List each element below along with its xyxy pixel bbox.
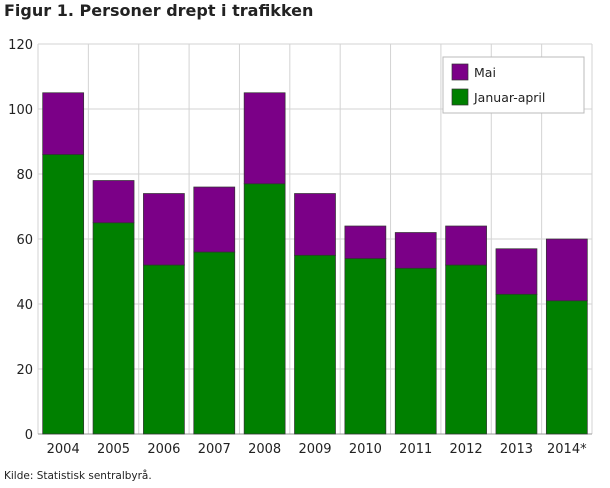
y-tick-label: 20 [16, 363, 33, 378]
bar-mai-2010 [344, 225, 387, 259]
x-tick-label: 2011 [399, 442, 432, 457]
bar-mai-2004 [42, 92, 85, 155]
source-note: Kilde: Statistisk sentralbyrå. [4, 470, 152, 482]
bar-januar-april-2014 [545, 300, 588, 435]
legend-label: Mai [474, 65, 496, 80]
chart-title: Figur 1. Personer drept i trafikken [4, 1, 314, 20]
bar-januar-april-2007 [193, 251, 236, 435]
bar-januar-april-2006 [143, 264, 185, 435]
bar-januar-april-2012 [445, 264, 487, 435]
x-tick-label: 2006 [147, 442, 180, 457]
bar-januar-april-2010 [344, 258, 387, 435]
bar-mai-2013 [495, 248, 538, 295]
bar-mai-2009 [294, 193, 336, 256]
y-tick-label: 120 [8, 38, 33, 53]
x-tick-label: 2009 [298, 442, 331, 457]
bar-januar-april-2011 [394, 267, 437, 435]
bar-mai-2007 [193, 186, 236, 253]
bar-januar-april-2009 [294, 254, 336, 435]
x-tick-label: 2004 [47, 442, 80, 457]
bar-januar-april-2008 [243, 183, 286, 435]
bar-mai-2012 [445, 225, 487, 266]
legend-swatch [451, 63, 469, 81]
x-tick-label: 2012 [450, 442, 483, 457]
x-tick-label: 2013 [500, 442, 533, 457]
bar-januar-april-2013 [495, 293, 538, 435]
bar-januar-april-2005 [92, 222, 135, 435]
bar-januar-april-2004 [42, 154, 85, 435]
bar-mai-2006 [143, 193, 185, 266]
y-tick-label: 40 [16, 298, 33, 313]
bar-mai-2011 [394, 232, 437, 269]
y-tick-label: 0 [25, 428, 33, 443]
x-tick-label: 2008 [248, 442, 281, 457]
bar-mai-2005 [92, 180, 135, 224]
y-tick-label: 60 [16, 233, 33, 248]
x-tick-label: 2014* [547, 442, 587, 457]
x-tick-label: 2010 [349, 442, 382, 457]
legend-label: Januar-april [473, 90, 545, 105]
y-tick-label: 80 [16, 168, 33, 183]
bar-mai-2014 [545, 238, 588, 302]
x-tick-label: 2005 [97, 442, 130, 457]
bar-mai-2008 [243, 92, 286, 185]
legend-swatch [451, 88, 469, 106]
x-tick-label: 2007 [198, 442, 231, 457]
y-tick-label: 100 [8, 103, 33, 118]
